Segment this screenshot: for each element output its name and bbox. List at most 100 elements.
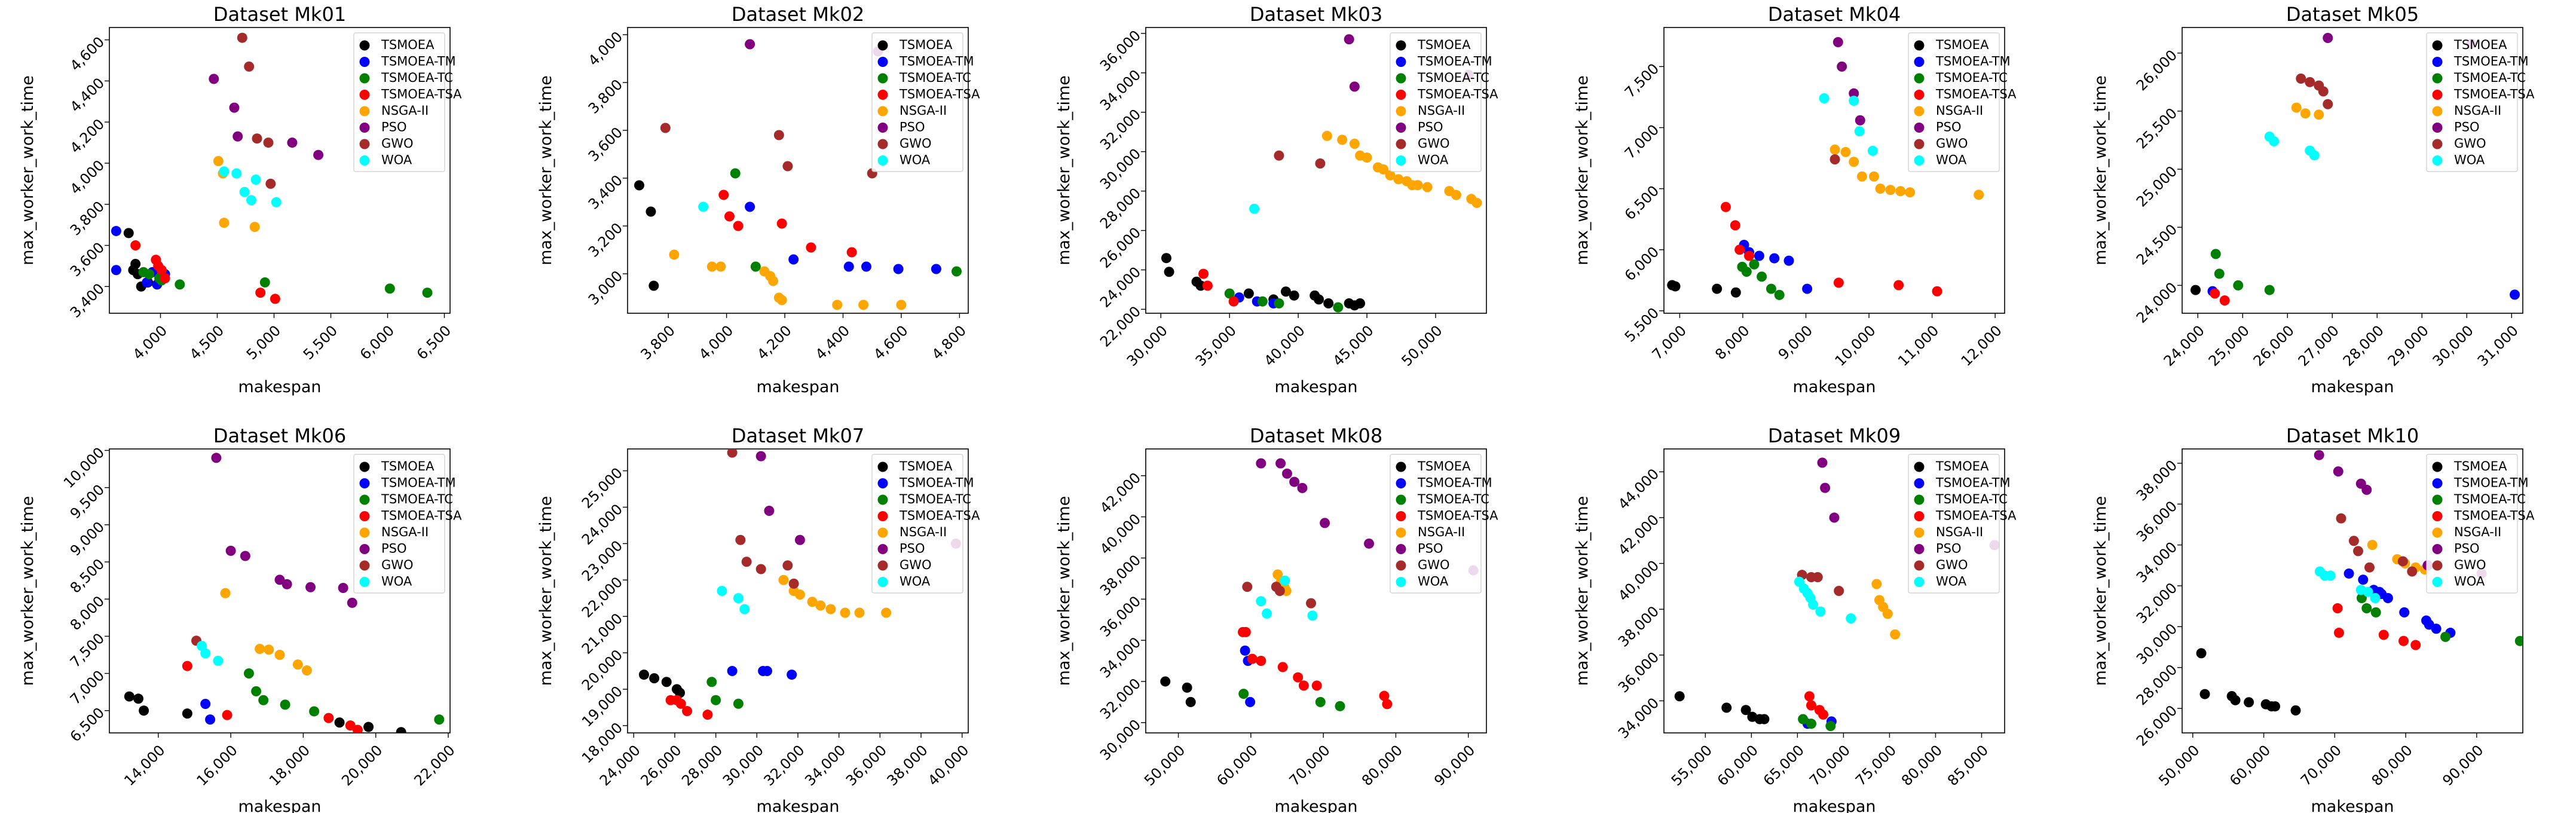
point-tsmoea-tc <box>384 283 395 294</box>
point-tsmoea-tsa <box>2333 628 2344 638</box>
x-tick-label: 31,000 <box>2474 322 2522 369</box>
legend-marker <box>1914 494 1925 505</box>
subplot-3: Dataset Mk03 30,000 35,000 40,000 45,000 50,0… <box>1055 3 1498 396</box>
y-tick-label: 23,000 <box>579 537 626 585</box>
legend-marker <box>359 73 370 84</box>
legend-marker <box>1914 139 1925 149</box>
subplot-2: Dataset Mk02 3,800 4,000 4,200 4,400 4,600 4,8… <box>537 3 980 396</box>
data-points <box>634 39 962 310</box>
point-tsmoea <box>1670 281 1681 292</box>
legend-marker <box>1914 461 1925 472</box>
legend-marker <box>877 106 888 117</box>
legend-label: NSGA-II <box>381 103 429 118</box>
legend-label: GWO <box>2454 136 2486 151</box>
legend-marker <box>1914 560 1925 571</box>
subplot-title: Dataset Mk06 <box>213 424 346 447</box>
data-points <box>1160 458 1479 711</box>
point-woa <box>250 174 261 185</box>
point-woa <box>2269 136 2280 146</box>
point-nsga-ii <box>213 156 224 167</box>
legend-marker <box>1396 478 1406 488</box>
point-tsmoea-tc <box>258 695 269 705</box>
point-tsmoea <box>396 727 406 733</box>
y-tick-label: 19,000 <box>579 683 626 730</box>
point-woa <box>246 195 256 206</box>
y-tick-label: 30,000 <box>2133 621 2180 668</box>
legend-marker <box>1914 478 1925 488</box>
legend-label: NSGA-II <box>1418 103 1465 118</box>
x-tick-label: 50,000 <box>2155 742 2202 789</box>
y-tick-label: 4,400 <box>67 75 108 115</box>
subplot-title: Dataset Mk03 <box>1250 3 1382 26</box>
legend-label: PSO <box>2454 542 2480 556</box>
y-axis-label: max_worker_work_time <box>1055 496 1073 686</box>
point-tsmoea-tsa <box>352 725 363 733</box>
x-axis-label: makespan <box>238 378 322 396</box>
legend-label: NSGA-II <box>900 525 947 539</box>
point-pso <box>1289 476 1300 487</box>
legend-label: TSMOEA-TM <box>381 476 456 490</box>
point-tsmoea-tsa <box>345 720 356 731</box>
point-nsga-ii <box>854 607 865 618</box>
point-nsga-ii <box>776 295 787 305</box>
data-points <box>638 449 961 720</box>
point-tsmoea-tc <box>733 698 744 709</box>
point-tsmoea-tc <box>2361 603 2372 614</box>
legend-marker <box>2432 577 2443 587</box>
legend-marker <box>1396 544 1406 554</box>
point-pso <box>2361 484 2372 495</box>
point-tsmoea <box>1721 702 1732 713</box>
point-tsmoea-tsa <box>1818 709 1829 720</box>
point-pso <box>764 506 775 516</box>
point-tsmoea <box>1712 283 1723 294</box>
y-tick-label: 6,500 <box>67 704 108 745</box>
point-nsga-ii <box>274 649 285 660</box>
point-pso <box>1829 512 1840 523</box>
point-pso <box>1837 61 1847 72</box>
point-tsmoea-tc <box>1315 696 1326 707</box>
x-tick-label: 36,000 <box>843 742 890 789</box>
point-tsmoea-tsa <box>1202 280 1213 291</box>
y-axis-label: max_worker_work_time <box>1573 496 1592 686</box>
point-nsga-ii <box>1882 609 1893 619</box>
point-tsmoea <box>1280 286 1291 297</box>
legend-marker <box>1914 106 1925 117</box>
legend-marker <box>1396 73 1406 84</box>
legend-marker <box>877 90 888 100</box>
legend-label: PSO <box>2454 120 2480 135</box>
y-tick-label: 34,000 <box>2133 539 2180 586</box>
y-tick-label: 7,000 <box>67 667 108 708</box>
point-tsmoea-tc <box>1257 296 1268 307</box>
y-tick-label: 24,500 <box>2133 221 2180 268</box>
legend-marker <box>877 577 888 587</box>
point-tsmoea-tsa <box>702 710 713 720</box>
legend-marker <box>1914 155 1925 166</box>
point-tsmoea-tc <box>144 269 154 280</box>
point-tsmoea <box>1759 714 1770 725</box>
point-pso <box>1855 115 1865 126</box>
y-tick-label: 24,000 <box>579 501 626 548</box>
y-tick-label: 36,000 <box>1615 649 1662 696</box>
legend-label: NSGA-II <box>381 525 429 539</box>
point-nsga-ii <box>255 643 265 654</box>
legend-marker <box>2432 544 2443 554</box>
point-tsmoea-tc <box>2514 635 2523 646</box>
legend-label: NSGA-II <box>1936 103 1983 118</box>
y-tick-label: 36,000 <box>1097 27 1144 74</box>
point-tsmoea <box>1314 294 1324 305</box>
y-tick-label: 6,500 <box>1622 182 1662 223</box>
x-tick-label: 75,000 <box>1852 742 1899 789</box>
legend-marker <box>359 544 370 554</box>
x-tick-label: 90,000 <box>1431 742 1478 789</box>
point-tsmoea-tm <box>2431 623 2442 634</box>
y-tick-label: 32,000 <box>2133 579 2180 626</box>
legend-marker <box>1396 40 1406 51</box>
legend-marker <box>359 40 370 51</box>
point-tsmoea-tsa <box>1804 691 1815 702</box>
point-tsmoea <box>638 670 649 680</box>
x-tick-label: 34,000 <box>801 742 849 789</box>
legend-label: TSMOEA-TC <box>1935 71 2008 85</box>
point-tsmoea-tsa <box>682 705 693 716</box>
x-tick-label: 4,400 <box>812 322 853 363</box>
